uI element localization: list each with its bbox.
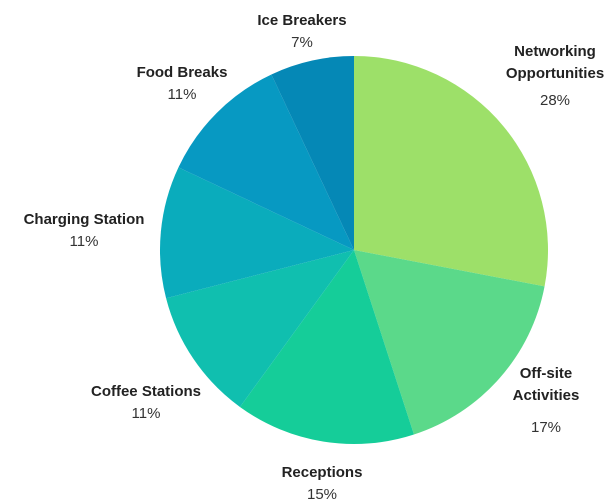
slice-label-off-site-activities: Off-site Activities 17%	[513, 365, 580, 436]
pie-slice-off-site-activities	[354, 250, 545, 435]
slice-label-name: Networking	[514, 43, 596, 60]
slice-value-label: 7%	[291, 34, 313, 51]
slice-label-networking-opportunities: Networking Opportunities 28%	[506, 43, 604, 109]
slice-value-label: 17%	[531, 419, 561, 436]
slice-label-ice-breakers: Ice Breakers 7%	[257, 12, 346, 51]
pie-labels: Networking Opportunities 28% Off-site Activi…	[24, 12, 605, 503]
slice-value-label: 28%	[540, 92, 570, 109]
slice-label-coffee-stations: Coffee Stations 11%	[91, 383, 201, 422]
slice-value-label: 11%	[70, 233, 99, 250]
slice-value-label: 11%	[132, 405, 161, 422]
pie-slices	[159, 56, 548, 444]
pie-slice-networking-opportunities	[354, 56, 548, 287]
slice-value-label: 11%	[168, 86, 197, 103]
slice-value-label: 15%	[307, 486, 337, 503]
slice-label-name: Receptions	[282, 464, 363, 481]
slice-label-charging-station: Charging Station 11%	[24, 211, 145, 250]
pie-slice-ice-breakers	[271, 56, 354, 250]
slice-label-name: Opportunities	[506, 65, 604, 82]
pie-slice-receptions	[239, 250, 414, 444]
pie-slice-charging-station	[159, 167, 354, 299]
slice-label-food-breaks: Food Breaks 11%	[137, 64, 228, 103]
slice-label-name: Coffee Stations	[91, 383, 201, 400]
slice-label-name: Food Breaks	[137, 64, 228, 81]
pie-slice-food-breaks	[178, 74, 354, 250]
slice-label-name: Activities	[513, 387, 580, 404]
slice-label-name: Ice Breakers	[257, 12, 346, 29]
slice-label-name: Off-site	[520, 365, 573, 382]
slice-label-name: Charging Station	[24, 211, 145, 228]
slice-label-receptions: Receptions 15%	[282, 464, 363, 503]
pie-slice-coffee-stations	[166, 250, 354, 407]
